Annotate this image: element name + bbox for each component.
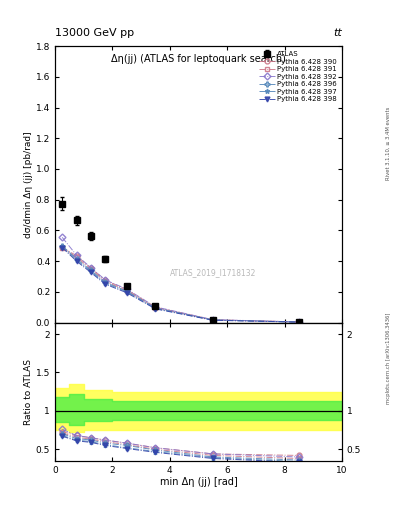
Text: 13000 GeV pp: 13000 GeV pp [55,28,134,38]
Y-axis label: dσ/dmin Δη (jj) [pb/rad]: dσ/dmin Δη (jj) [pb/rad] [24,131,33,238]
Text: Rivet 3.1.10, ≥ 3.4M events: Rivet 3.1.10, ≥ 3.4M events [386,106,391,180]
Text: mcplots.cern.ch [arXiv:1306.3436]: mcplots.cern.ch [arXiv:1306.3436] [386,313,391,404]
Text: Δη(jj) (ATLAS for leptoquark search): Δη(jj) (ATLAS for leptoquark search) [111,54,286,65]
Text: tt: tt [333,28,342,38]
X-axis label: min Δη (jj) [rad]: min Δη (jj) [rad] [160,477,237,487]
Legend: ATLAS, Pythia 6.428 390, Pythia 6.428 391, Pythia 6.428 392, Pythia 6.428 396, P: ATLAS, Pythia 6.428 390, Pythia 6.428 39… [258,50,338,104]
Y-axis label: Ratio to ATLAS: Ratio to ATLAS [24,359,33,424]
Text: ATLAS_2019_I1718132: ATLAS_2019_I1718132 [170,269,256,278]
